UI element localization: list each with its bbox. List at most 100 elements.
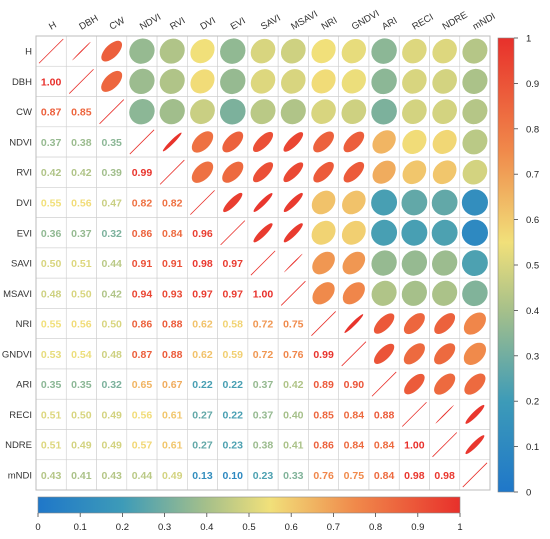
column-label-ndre: NDRE [441,10,470,33]
cell-bg [156,187,188,218]
correlation-value: 0.89 [313,379,334,391]
cell-bg [429,459,461,491]
cell-bg [35,338,67,370]
correlation-value: 0.96 [192,228,213,240]
cell-bg [96,308,128,339]
correlation-ellipse [129,68,155,95]
correlation-ellipse [159,68,185,94]
diagonal-line [220,220,246,246]
correlation-ellipse [432,280,458,306]
cell-bg [65,126,97,158]
correlation-ellipse [434,313,456,334]
row-label-ndre: NDRE [5,440,32,451]
correlation-ellipse [283,192,303,213]
correlation-ellipse [281,69,306,94]
cell-bg [126,156,158,188]
correlation-value: 0.91 [132,258,153,270]
correlation-ellipse [283,132,304,152]
row-label-cw: CW [16,107,32,118]
cell-bg [277,398,309,430]
correlation-value: 0.88 [374,409,395,421]
correlation-ellipse [101,70,123,92]
correlation-value: 0.57 [132,440,153,452]
correlation-ellipse [371,68,397,95]
correlation-ellipse [280,38,306,64]
cell-bg [247,459,279,491]
cell-bg [96,126,128,158]
cell-bg [35,247,67,279]
bottom-bar-tick-label: 0.5 [242,522,255,533]
correlation-value: 0.87 [132,349,153,361]
correlation-ellipse [401,280,427,306]
correlation-ellipse [190,39,215,64]
correlation-ellipse [250,99,276,125]
cell-bg [368,459,400,491]
row-label-nri: NRI [16,319,32,330]
right-color-bar-gradient [497,37,515,493]
cell-bg [398,459,430,491]
correlation-value: 0.43 [41,470,62,482]
correlation-ellipse [220,68,246,95]
correlation-ellipse [344,314,364,333]
bottom-bar-tick-label: 0.3 [158,522,171,533]
cell-bg [65,156,97,188]
cell-bg [187,308,218,339]
correlation-value: 0.59 [223,349,244,361]
correlation-ellipse [341,69,366,94]
row-label-ari: ARI [16,380,32,391]
row-label-msavi: MSAVI [3,289,32,300]
correlation-ellipse [371,38,397,64]
correlation-value: 0.56 [132,409,153,421]
correlation-value: 0.84 [374,440,395,452]
correlation-ellipse [190,99,215,125]
correlation-ellipse [461,250,488,276]
correlation-value: 0.38 [71,137,92,149]
correlation-value: 0.62 [192,349,213,361]
column-label-rvi: RVI [168,15,187,32]
cell-bg [65,187,97,218]
correlation-ellipse [341,38,367,64]
right-bar-tick-label: 0.5 [526,261,539,272]
correlation-ellipse [462,99,488,125]
correlation-ellipse [462,159,488,185]
cell-bg [96,398,128,430]
cell-bg [65,459,97,491]
cell-bg [187,429,218,461]
row-label-reci: RECI [9,410,32,421]
correlation-ellipse [464,373,486,395]
column-label-reci: RECI [410,12,435,33]
correlation-ellipse [462,280,488,307]
correlation-ellipse [431,219,458,246]
correlation-value: 0.54 [71,349,92,361]
correlation-ellipse [190,69,215,94]
cell-bg [368,398,400,430]
correlation-value: 0.97 [223,288,244,300]
correlation-value: 0.61 [162,440,183,452]
row-label-gndvi: GNDVI [2,349,32,360]
correlation-ellipse [311,99,336,124]
correlation-ellipse [342,251,366,275]
cell-bg [187,277,218,309]
bottom-bar-tick-label: 0.2 [116,522,129,533]
row-label-evi: EVI [17,228,32,239]
correlation-ellipse [431,189,458,216]
correlation-value: 0.33 [283,470,304,482]
diagonal-line [190,190,215,215]
correlation-ellipse [432,160,457,185]
correlation-value: 0.91 [162,258,183,270]
correlation-value: 0.51 [41,409,62,421]
correlation-ellipse [283,253,303,273]
correlation-ellipse [253,193,273,212]
correlation-ellipse [462,129,488,155]
correlation-value: 0.93 [162,288,183,300]
correlation-value: 0.98 [434,470,455,482]
column-label-msavi: MSAVI [289,9,319,33]
correlation-value: 0.97 [192,288,213,300]
cell-bg [126,308,158,339]
cell-bg [156,429,188,461]
correlation-ellipse [311,190,336,215]
correlation-ellipse [462,68,488,94]
correlation-value: 0.41 [71,470,92,482]
diagonal-line [159,159,185,185]
correlation-ellipse [465,435,485,455]
